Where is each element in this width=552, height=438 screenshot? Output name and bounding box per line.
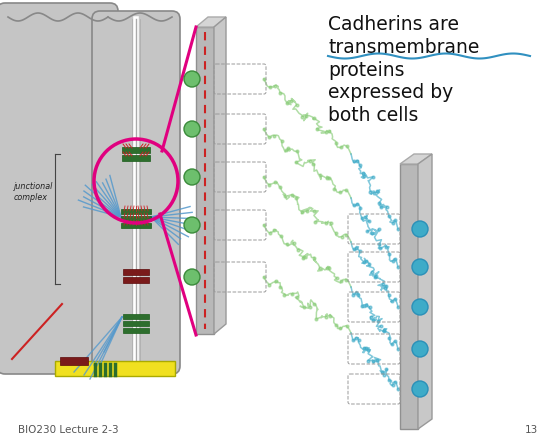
Circle shape [184, 218, 200, 233]
Bar [55, 361, 175, 376]
Circle shape [184, 72, 200, 88]
Bar [121, 223, 151, 229]
Polygon shape [400, 165, 418, 429]
Circle shape [184, 170, 200, 186]
Bar [123, 321, 149, 326]
Circle shape [184, 122, 200, 138]
Bar [123, 277, 149, 283]
Circle shape [184, 269, 200, 285]
Bar [121, 209, 151, 215]
Circle shape [412, 299, 428, 315]
Text: 13: 13 [525, 424, 538, 434]
Bar [123, 328, 149, 333]
Bar [122, 155, 150, 162]
Text: BIO230 Lecture 2-3: BIO230 Lecture 2-3 [18, 424, 119, 434]
Circle shape [412, 222, 428, 237]
Polygon shape [196, 18, 226, 28]
Polygon shape [400, 155, 432, 165]
FancyBboxPatch shape [92, 12, 180, 374]
Polygon shape [418, 155, 432, 429]
Circle shape [412, 341, 428, 357]
Circle shape [412, 259, 428, 276]
Bar [123, 314, 149, 319]
Polygon shape [214, 18, 226, 334]
Bar [123, 269, 149, 276]
Bar [60, 357, 88, 365]
Polygon shape [196, 28, 214, 334]
FancyBboxPatch shape [0, 4, 118, 374]
Circle shape [412, 381, 428, 397]
Text: Cadherins are
transmembrane
proteins
expressed by
both cells: Cadherins are transmembrane proteins exp… [328, 15, 479, 125]
Bar [121, 216, 151, 222]
Bar [122, 148, 150, 154]
Text: junctional
complex: junctional complex [14, 182, 54, 201]
